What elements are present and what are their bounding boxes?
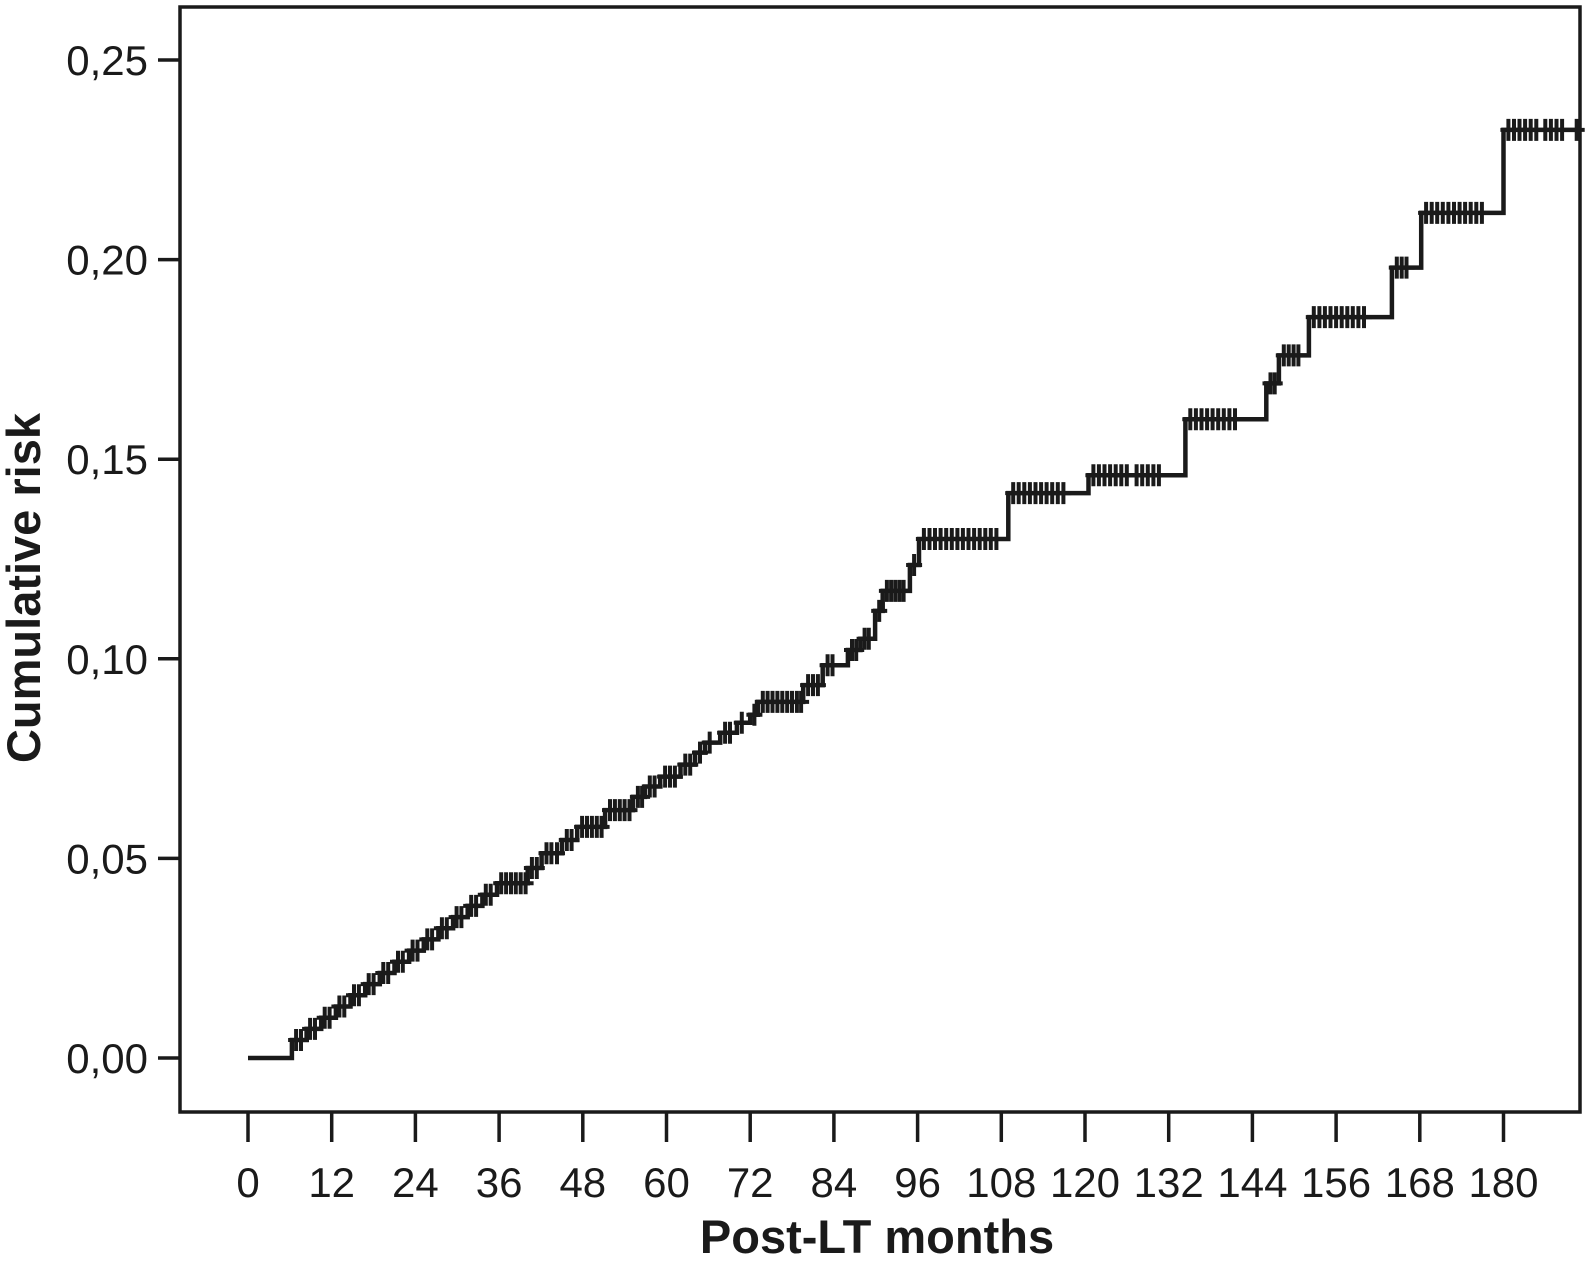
- y-axis-title: Cumulative risk: [0, 412, 50, 763]
- x-axis-tick-label: 60: [643, 1159, 690, 1206]
- y-axis-tick-label: 0,25: [66, 37, 148, 84]
- x-axis-tick-label: 72: [727, 1159, 774, 1206]
- y-axis-tick-label: 0,20: [66, 237, 148, 284]
- y-axis-ticks: 0,00 0,05 0,10 0,15 0,20 0,25: [66, 37, 180, 1082]
- x-axis-tick-label: 168: [1385, 1159, 1455, 1206]
- plot-frame: [178, 5, 1582, 1114]
- y-axis-tick-label: 0,00: [66, 1035, 148, 1082]
- x-axis-tick-label: 156: [1301, 1159, 1371, 1206]
- x-axis-tick-label: 144: [1217, 1159, 1287, 1206]
- y-axis-tick-label: 0,15: [66, 436, 148, 483]
- x-axis-tick-label: 84: [811, 1159, 858, 1206]
- x-axis-tick-label: 132: [1134, 1159, 1204, 1206]
- x-axis-tick-label: 24: [392, 1159, 439, 1206]
- y-axis-tick-label: 0,10: [66, 636, 148, 683]
- x-axis-ticks: 0 12 24 36 48 60 72 84 96 108 120 132 144 156 168 180: [236, 1112, 1539, 1206]
- x-axis-tick-label: 12: [308, 1159, 355, 1206]
- x-axis-title: Post-LT months: [700, 1210, 1054, 1263]
- x-axis-tick-label: 36: [476, 1159, 523, 1206]
- x-axis-tick-label: 0: [236, 1159, 259, 1206]
- y-axis-tick-label: 0,05: [66, 835, 148, 882]
- censor-plus-marks: [288, 118, 1585, 1051]
- x-axis-tick-label: 48: [559, 1159, 606, 1206]
- x-axis-tick-label: 108: [966, 1159, 1036, 1206]
- x-axis-tick-label: 120: [1050, 1159, 1120, 1206]
- x-axis-tick-label: 180: [1468, 1159, 1538, 1206]
- censor-marks-group: [288, 118, 1585, 1051]
- x-axis-tick-label: 96: [894, 1159, 941, 1206]
